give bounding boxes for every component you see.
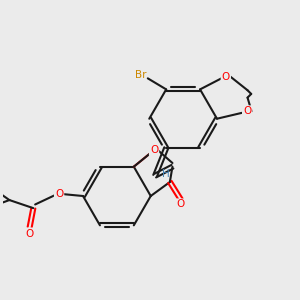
Text: Br: Br <box>135 70 146 80</box>
Text: O: O <box>150 145 158 155</box>
Text: H: H <box>162 169 170 179</box>
Text: O: O <box>243 106 251 116</box>
Text: O: O <box>55 189 63 199</box>
Text: O: O <box>26 229 34 238</box>
Text: O: O <box>222 71 230 82</box>
Text: O: O <box>177 200 185 209</box>
